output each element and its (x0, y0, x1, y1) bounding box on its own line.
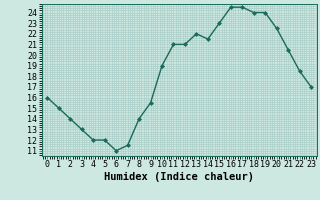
X-axis label: Humidex (Indice chaleur): Humidex (Indice chaleur) (104, 172, 254, 182)
